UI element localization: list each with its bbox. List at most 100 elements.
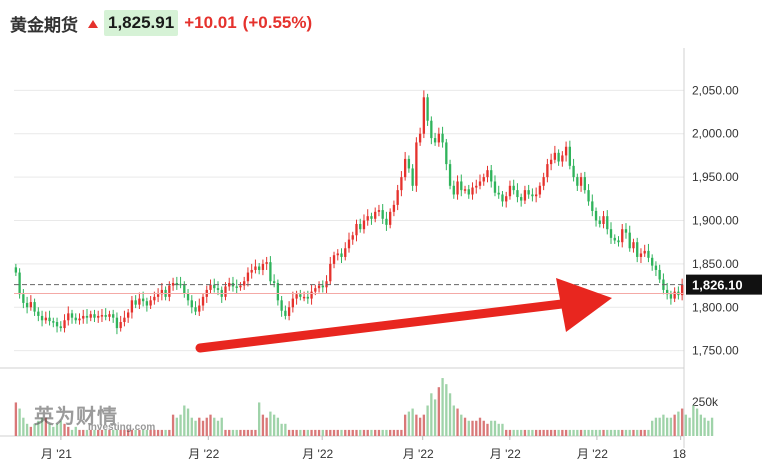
price-change-percent: (+0.55%) [242, 13, 313, 32]
volume-bar [557, 429, 560, 436]
volume-bar [392, 429, 396, 436]
candle-body [553, 152, 557, 160]
volume-bar [621, 429, 624, 436]
candle-body [216, 288, 220, 290]
candle-body [647, 250, 650, 258]
y-tick-label: 2,050.00 [692, 83, 739, 97]
candle-body [430, 120, 433, 139]
candle-body [493, 181, 497, 193]
candle-body [669, 294, 673, 299]
volume-bar [48, 423, 51, 436]
volume-bar [366, 429, 369, 436]
candle-body [37, 311, 40, 316]
volume-bar [254, 429, 257, 436]
volume-bar [314, 429, 317, 436]
volume-bar [441, 378, 444, 436]
candle-body [228, 282, 231, 287]
candle-body [643, 250, 646, 254]
candle-body [478, 181, 482, 186]
volume-bar [418, 417, 422, 436]
candle-body [198, 305, 201, 312]
candle-body [250, 269, 253, 273]
volume-bar [134, 429, 137, 436]
volume-bar [475, 420, 478, 436]
volume-bar [59, 420, 62, 436]
volume-bar [710, 417, 714, 436]
candle-body [276, 282, 280, 301]
candle-body [512, 185, 515, 191]
candle-body [153, 296, 156, 301]
volume-bar [359, 429, 362, 436]
candle-body [392, 204, 396, 212]
volume-bar [422, 414, 426, 436]
y-tick-label: 1,750.00 [692, 344, 739, 358]
candle-body [433, 138, 437, 143]
candle-body [261, 263, 265, 270]
volume-bar [153, 429, 156, 436]
candle-body [78, 318, 81, 321]
candle-body [269, 262, 272, 282]
volume-bar [669, 417, 673, 436]
volume-bar [175, 417, 178, 436]
candle-body [609, 229, 613, 238]
candle-body [70, 313, 74, 318]
candle-body [490, 170, 493, 182]
candle-body [422, 97, 426, 134]
candle-body [93, 314, 96, 318]
candle-body [201, 296, 205, 306]
volume-bar [374, 429, 377, 436]
candle-body [340, 253, 343, 257]
candle-body [445, 142, 448, 165]
candle-body [168, 285, 171, 297]
candle-body [175, 282, 178, 285]
volume-bar [63, 423, 66, 436]
volume-bar [347, 429, 351, 436]
candle-body [680, 284, 684, 296]
volume-bar [164, 429, 167, 436]
candle-body [48, 317, 51, 322]
candle-body [59, 326, 62, 329]
candle-body [239, 285, 242, 288]
volume-bar [403, 414, 407, 436]
candle-body [639, 253, 643, 257]
volume-bar [377, 429, 381, 436]
volume-bar [662, 414, 665, 436]
volume-bar [160, 429, 164, 436]
candle-body [194, 307, 197, 312]
volume-bar [168, 429, 171, 436]
volume-bar [33, 423, 36, 436]
volume-bar [78, 429, 81, 436]
volume-bar [179, 414, 182, 436]
candle-body [130, 300, 134, 313]
volume-bar [317, 429, 321, 436]
volume-bar [628, 429, 631, 436]
candle-body [538, 185, 542, 195]
candle-body [302, 296, 306, 299]
y-tick-label: 1,800.00 [692, 300, 739, 314]
volume-bar [70, 429, 74, 436]
candle-body [523, 190, 527, 201]
candle-body [621, 229, 624, 243]
volume-bar [433, 399, 437, 436]
candle-body [115, 317, 119, 329]
candle-body [418, 133, 422, 143]
volume-bar [22, 417, 25, 436]
volume-bar [542, 429, 545, 436]
volume-bar [25, 423, 29, 436]
candle-body [22, 294, 25, 303]
volume-bar [52, 426, 55, 436]
volume-bar [467, 420, 470, 436]
candle-body [505, 196, 508, 202]
volume-bar [209, 414, 212, 436]
volume-bar [460, 414, 463, 436]
candle-body [602, 216, 605, 224]
volume-bar [362, 429, 366, 436]
candle-body [310, 291, 313, 299]
volume-bar [647, 429, 650, 436]
candle-body [138, 298, 141, 305]
volume-bar [609, 429, 613, 436]
candle-body [482, 177, 485, 182]
volume-bar [695, 408, 699, 436]
candle-body [389, 211, 392, 225]
